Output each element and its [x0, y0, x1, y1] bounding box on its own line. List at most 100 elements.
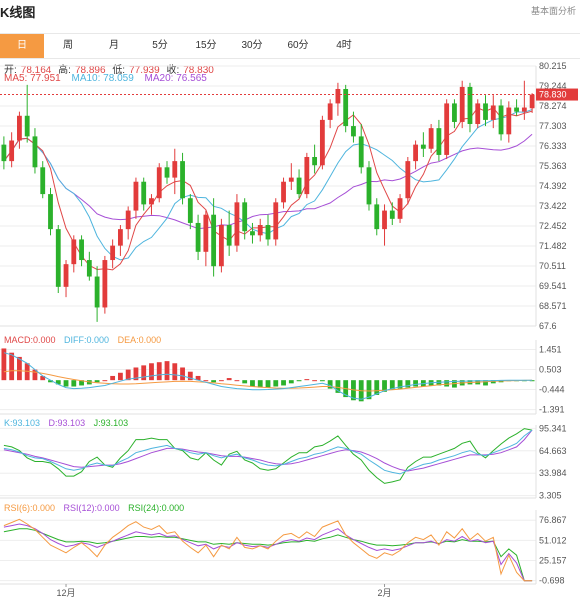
kdj-tick-label: 95.341 [539, 423, 567, 433]
candle-body [319, 119, 325, 166]
macd-bar [335, 380, 341, 393]
candle-body [117, 229, 123, 246]
macd-bar [187, 371, 193, 381]
macd-bar [48, 380, 53, 383]
price-tick-label: 76.333 [539, 141, 567, 151]
rsi-tick-label: 25.157 [539, 556, 567, 566]
tab-day[interactable]: 日 [0, 34, 44, 58]
candle-body [86, 260, 92, 277]
candle-body [242, 202, 248, 232]
fundamental-analysis-link[interactable]: 基本面分析 [530, 6, 576, 16]
ohlc-readout: 开: 78.164 高: 78.896 低: 77.939 收: 78.830 [4, 61, 218, 76]
candle-body [40, 167, 46, 195]
last-price-label: 78.830 [539, 90, 567, 100]
tab-4h[interactable]: 4时 [336, 40, 352, 51]
macd-bar [71, 380, 77, 387]
macd-label: MACD:0.000 [4, 335, 56, 345]
kdj-tick-label: 3.305 [539, 491, 562, 501]
last-price-marker [536, 88, 578, 101]
low-label: 低: [112, 65, 126, 76]
candle-body [475, 103, 481, 125]
tab-week[interactable]: 周 [63, 40, 73, 51]
k-label: K:93.103 [4, 418, 41, 428]
kdj-tick-label: 33.984 [539, 468, 567, 478]
macd-bar [265, 380, 271, 388]
dea-label: DEA:0.000 [117, 335, 162, 345]
candle-body [94, 276, 100, 308]
rsi-tick-label: 51.012 [539, 535, 567, 545]
candle-body [234, 202, 240, 246]
ma5-label: MA5: 77.951 [4, 73, 61, 84]
rsi24-label: RSI(24):0.000 [128, 503, 185, 513]
macd-bar [156, 362, 162, 381]
candle-body [195, 222, 201, 252]
candle-body [164, 167, 170, 178]
ma20-line [3, 133, 533, 230]
macd-bar [444, 380, 450, 387]
low-value: 77.939 [129, 65, 160, 76]
macd-bar [483, 380, 488, 386]
macd-tick-label: 0.503 [539, 365, 562, 375]
macd-bar [288, 380, 294, 384]
macd-bar [389, 380, 395, 390]
candle-body [63, 264, 69, 287]
price-tick-label: 74.392 [539, 181, 567, 191]
macd-tick-label: 1.451 [539, 344, 562, 354]
candle-body [452, 103, 457, 122]
candle-body [71, 239, 77, 265]
tab-60min[interactable]: 60分 [287, 40, 309, 51]
price-tick-label: 75.363 [539, 161, 567, 171]
macd-bar [180, 367, 185, 381]
candle-body [327, 103, 333, 120]
macd-bar [405, 380, 411, 388]
macd-bar [94, 380, 100, 383]
candle-body [218, 225, 224, 267]
period-tabs: 日 周 月 5分 15分 30分 60分 4时 [0, 33, 580, 59]
candle-body [498, 105, 504, 135]
macd-bar [296, 380, 302, 382]
header: K线图 基本面分析 [0, 0, 580, 22]
macd-bar [102, 380, 108, 382]
candle-body [281, 181, 286, 203]
macd-bar [366, 380, 372, 400]
candle-body [172, 161, 178, 178]
d-label: D:93.103 [48, 418, 86, 428]
close-value: 78.830 [183, 65, 214, 76]
candle-body [265, 225, 271, 240]
price-tick-label: 79.244 [539, 81, 567, 91]
macd-bar [110, 375, 116, 381]
macd-bar [413, 380, 419, 387]
k-line [3, 429, 533, 475]
macd-tick-label: -0.444 [539, 385, 565, 395]
candle-body [420, 144, 426, 149]
tab-5min[interactable]: 5分 [152, 40, 168, 51]
candle-body [141, 181, 147, 205]
price-tick-label: 80.215 [539, 61, 567, 71]
candle-body [506, 107, 512, 135]
tab-15min[interactable]: 15分 [195, 40, 217, 51]
candle-body [133, 181, 139, 211]
macd-bar [1, 348, 7, 381]
candle-body [296, 177, 302, 195]
macd-bar [17, 356, 22, 381]
macd-bar [117, 372, 123, 381]
macd-bar [203, 380, 209, 382]
candle-body [529, 94, 535, 109]
macd-bar [374, 380, 380, 395]
candle-body [413, 144, 419, 162]
macd-bar [250, 380, 255, 387]
price-tick-label: 67.6 [539, 321, 557, 331]
candle-body [250, 231, 255, 236]
candle-body [436, 128, 442, 155]
price-tick-label: 70.511 [539, 261, 566, 271]
rsi6-label: RSI(6):0.000 [4, 503, 56, 513]
candle-body [514, 107, 519, 112]
macd-bar [257, 380, 263, 388]
tab-30min[interactable]: 30分 [241, 40, 263, 51]
tab-month[interactable]: 月 [109, 40, 119, 51]
candle-body [444, 103, 450, 155]
x-axis-label-2: 2月 [378, 588, 392, 598]
close-label: 收: [166, 65, 180, 76]
macd-bar [141, 365, 147, 381]
